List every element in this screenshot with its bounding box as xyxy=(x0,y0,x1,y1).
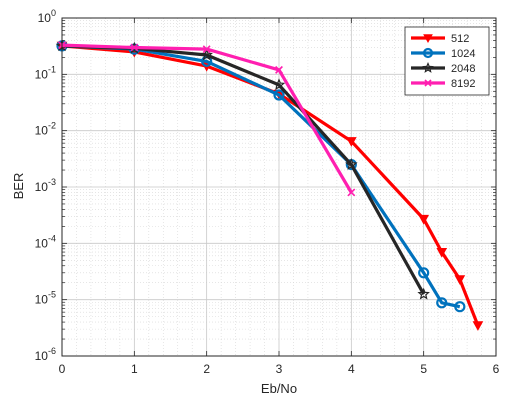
series-8192 xyxy=(58,41,356,197)
x-tick-label: 3 xyxy=(276,362,283,376)
legend-label: 8192 xyxy=(451,78,475,90)
data-point xyxy=(418,267,430,279)
data-point xyxy=(418,214,430,225)
x-tick-label: 1 xyxy=(131,362,138,376)
data-point xyxy=(472,321,484,331)
data-point xyxy=(345,137,357,147)
y-tick-label: 100 xyxy=(38,8,56,25)
legend-label: 1024 xyxy=(451,48,475,60)
legend-item: 2048 xyxy=(411,61,475,75)
y-tick-label: 10-6 xyxy=(35,346,56,363)
data-point xyxy=(454,275,466,285)
legend-label: 2048 xyxy=(451,63,475,75)
series-layer xyxy=(55,39,484,331)
data-point xyxy=(436,297,448,309)
x-tick-label: 5 xyxy=(420,362,427,376)
legend: 512 1024 2048 8192 xyxy=(404,26,490,96)
y-tick-label: 10-1 xyxy=(35,64,56,81)
data-point xyxy=(422,47,434,59)
x-tick-label: 0 xyxy=(59,362,66,376)
y-tick-label: 10-4 xyxy=(35,233,56,250)
y-tick-label: 10-5 xyxy=(35,290,56,307)
axis-ticks xyxy=(61,17,497,357)
data-point xyxy=(454,301,466,313)
y-tick-label: 10-3 xyxy=(35,177,56,194)
legend-item: 512 xyxy=(411,33,469,45)
data-point xyxy=(275,65,283,74)
legend-label: 512 xyxy=(451,33,469,45)
data-point xyxy=(347,188,356,197)
data-point xyxy=(424,79,432,87)
x-tick-label: 2 xyxy=(203,362,210,376)
data-point xyxy=(436,247,448,258)
data-point xyxy=(273,89,285,101)
x-axis-label: Eb/No xyxy=(261,381,297,396)
y-tick-label: 10-2 xyxy=(35,121,56,138)
data-point xyxy=(130,43,139,52)
data-point xyxy=(272,78,286,91)
data-point xyxy=(422,61,434,73)
y-tick-labels: 100 10-1 10-2 10-3 10-4 10-5 10-6 xyxy=(35,8,56,363)
data-point xyxy=(345,158,358,170)
data-point xyxy=(417,287,430,300)
data-point xyxy=(423,34,433,44)
x-tick-labels: 0 1 2 3 4 5 6 xyxy=(59,362,500,376)
legend-item: 8192 xyxy=(411,78,475,90)
x-tick-label: 4 xyxy=(348,362,355,376)
legend-item: 1024 xyxy=(411,47,475,60)
y-axis-label: BER xyxy=(11,173,26,200)
x-tick-label: 6 xyxy=(493,362,500,376)
data-point xyxy=(200,48,213,61)
data-point xyxy=(202,45,211,54)
